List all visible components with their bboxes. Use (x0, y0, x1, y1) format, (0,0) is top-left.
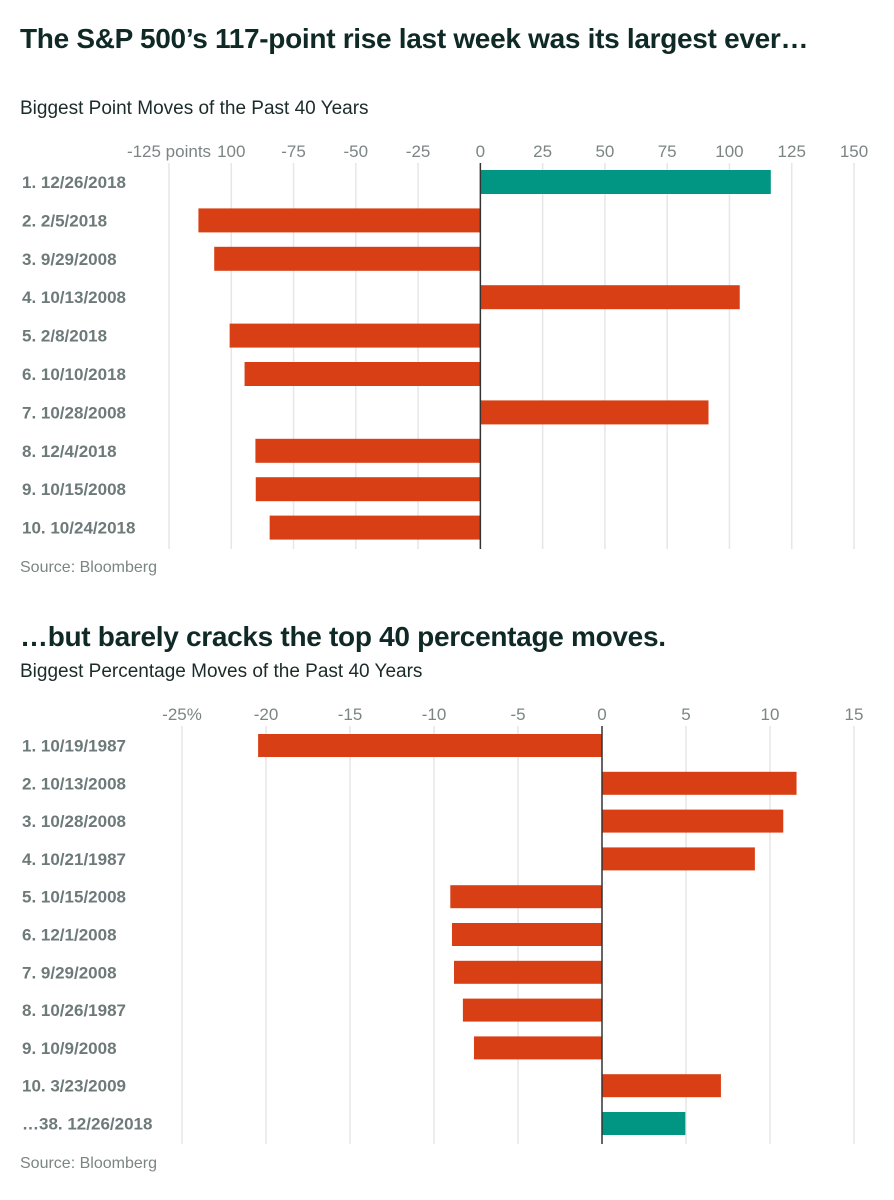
bar-highlight (602, 1112, 686, 1135)
bar-highlight (480, 170, 771, 194)
bar (480, 400, 709, 425)
category-label: 9. 10/9/2008 (22, 1039, 117, 1058)
category-label: 8. 12/4/2018 (22, 442, 117, 461)
x-tick-label: -5 (510, 705, 525, 724)
category-label: 6. 10/10/2018 (22, 365, 126, 384)
x-tick-label: 100 (217, 142, 245, 161)
chart2-source: Source: Bloomberg (20, 1155, 157, 1172)
x-tick-label: -10 (422, 705, 447, 724)
x-tick-label: -75 (281, 142, 306, 161)
chart1-title: The S&P 500’s 117-point rise last week w… (20, 23, 809, 54)
category-label: 2. 2/5/2018 (22, 211, 107, 230)
x-tick-label: -20 (254, 705, 279, 724)
x-tick-label: 5 (681, 705, 690, 724)
x-tick-label: 25 (533, 142, 552, 161)
bar (255, 438, 481, 463)
category-label: 10. 3/23/2009 (22, 1077, 126, 1096)
chart1-source: Source: Bloomberg (20, 559, 157, 576)
bar (602, 771, 797, 795)
chart2-subtitle: Biggest Percentage Moves of the Past 40 … (20, 661, 423, 682)
bar (602, 809, 784, 833)
bar (453, 960, 602, 984)
category-label: 1. 10/19/1987 (22, 737, 126, 756)
bar (255, 477, 481, 502)
x-tick-label: 10 (761, 705, 780, 724)
x-tick-label: 15 (845, 705, 864, 724)
x-tick-label: -15 (338, 705, 363, 724)
category-label: 3. 10/28/2008 (22, 812, 126, 831)
category-label: 7. 10/28/2008 (22, 403, 126, 422)
x-tick-label: 75 (658, 142, 677, 161)
bar (214, 246, 481, 271)
category-label: 3. 9/29/2008 (22, 250, 117, 269)
x-tick-label: -25 (406, 142, 431, 161)
category-label: 4. 10/13/2008 (22, 288, 126, 307)
bar (451, 923, 602, 946)
bar (269, 515, 481, 540)
category-label: 9. 10/15/2008 (22, 480, 126, 499)
category-label: …38. 12/26/2018 (22, 1115, 152, 1134)
bar (602, 1074, 721, 1098)
x-tick-label: 0 (476, 142, 485, 161)
category-label: 8. 10/26/1987 (22, 1001, 126, 1020)
category-label: 4. 10/21/1987 (22, 850, 126, 869)
category-label: 7. 9/29/2008 (22, 963, 117, 982)
category-label: 6. 12/1/2008 (22, 926, 117, 945)
bar (244, 362, 481, 386)
x-tick-label: 125 (778, 142, 806, 161)
bar (462, 998, 602, 1022)
x-tick-label: 100 (715, 142, 743, 161)
x-tick-label: 150 (840, 142, 868, 161)
chart1-plot: -125 points 100 -75 -50 -25 0 25 50 75 100 125 150 1… (22, 142, 868, 549)
chart2-title: …but barely cracks the top 40 percentage… (20, 621, 666, 652)
category-label: 5. 10/15/2008 (22, 888, 126, 907)
x-tick-label: 50 (595, 142, 614, 161)
bar (258, 734, 602, 757)
chart1-subtitle: Biggest Point Moves of the Past 40 Years (20, 98, 369, 119)
bar (198, 208, 481, 233)
category-label: 2. 10/13/2008 (22, 774, 126, 793)
x-tick-label: -25% (162, 705, 202, 724)
category-label: 5. 2/8/2018 (22, 327, 107, 346)
x-tick-label: -125 points (127, 142, 211, 161)
bar (450, 885, 602, 909)
bar (602, 847, 755, 871)
bar (229, 323, 481, 348)
bar (473, 1036, 602, 1060)
category-label: 1. 12/26/2018 (22, 173, 126, 192)
x-tick-label: -50 (344, 142, 369, 161)
bar (480, 285, 740, 310)
category-label: 10. 10/24/2018 (22, 519, 135, 538)
x-tick-label: 0 (597, 705, 606, 724)
